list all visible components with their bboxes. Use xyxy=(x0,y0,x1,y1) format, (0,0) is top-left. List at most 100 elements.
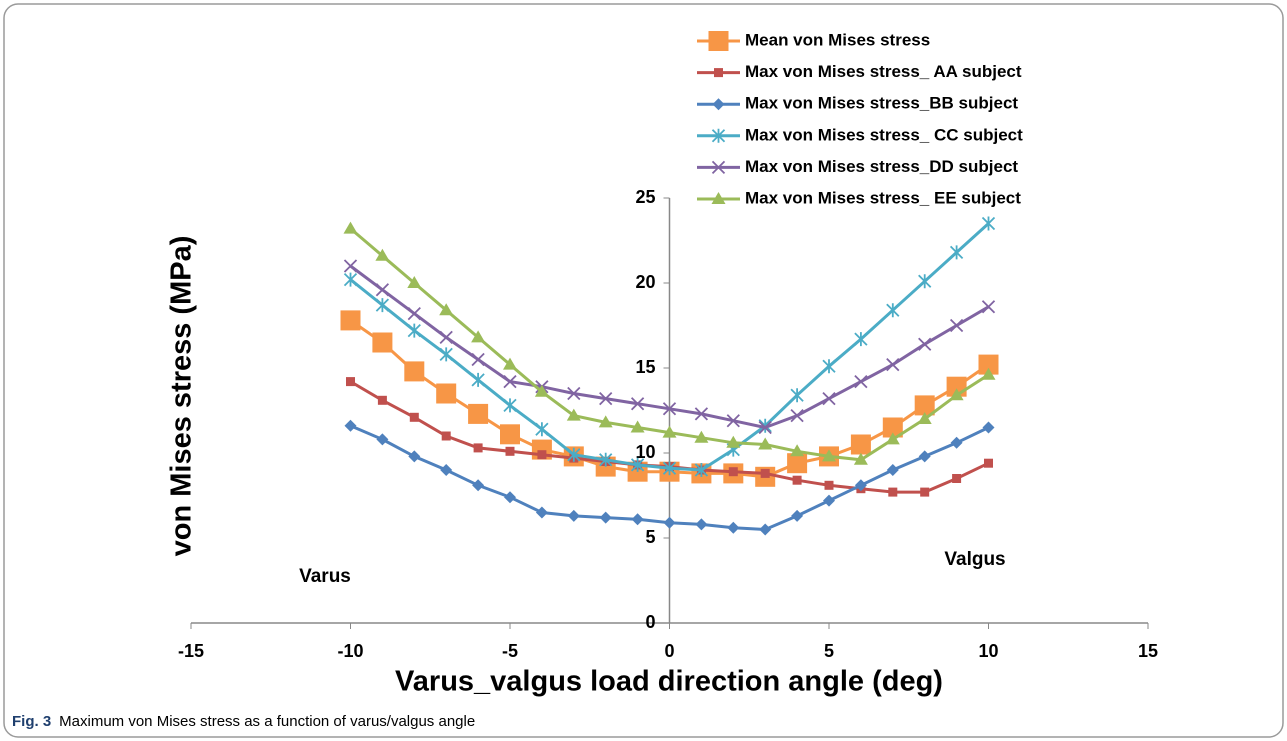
point xyxy=(343,272,358,287)
point xyxy=(920,487,930,497)
point xyxy=(409,412,419,422)
point xyxy=(473,443,483,453)
point xyxy=(949,388,964,401)
point xyxy=(888,487,898,497)
point xyxy=(440,464,453,476)
legend-marker xyxy=(711,128,726,143)
legend-label: Mean von Mises stress xyxy=(745,30,930,49)
point xyxy=(599,391,613,406)
point xyxy=(468,403,489,424)
point xyxy=(822,391,836,406)
point xyxy=(343,221,358,234)
point xyxy=(407,276,422,288)
legend-label: Max von Mises stress_ EE subject xyxy=(745,188,1021,207)
figure-border xyxy=(3,3,1284,738)
point xyxy=(792,475,802,485)
point xyxy=(376,433,389,446)
y-tick-label: 5 xyxy=(645,527,655,547)
x-tick-label: 15 xyxy=(1138,641,1158,661)
legend-marker xyxy=(714,68,723,78)
point xyxy=(503,398,517,413)
point xyxy=(694,463,709,477)
point xyxy=(534,384,549,397)
point xyxy=(854,374,868,389)
point xyxy=(982,421,995,434)
legend-label: Max von Mises stress_ AA subject xyxy=(745,62,1022,81)
y-tick-label: 15 xyxy=(635,357,655,377)
point xyxy=(663,516,676,529)
point xyxy=(758,437,773,450)
point xyxy=(758,420,772,435)
point xyxy=(375,283,390,297)
point xyxy=(695,518,708,531)
point xyxy=(372,332,393,353)
point xyxy=(662,461,677,476)
point xyxy=(472,479,485,492)
point xyxy=(630,420,645,433)
point xyxy=(630,397,645,411)
point xyxy=(918,450,931,463)
point xyxy=(853,452,868,465)
point xyxy=(726,435,741,448)
x-tick-label: 0 xyxy=(664,641,674,661)
point xyxy=(439,303,454,316)
point xyxy=(599,511,612,524)
point xyxy=(662,402,677,416)
point xyxy=(952,474,962,483)
caption: Fig. 3 Maximum von Mises stress as a func… xyxy=(12,713,475,730)
point xyxy=(918,274,932,289)
point xyxy=(439,330,453,345)
point xyxy=(886,357,900,372)
point xyxy=(759,523,772,536)
point xyxy=(981,216,996,231)
point xyxy=(886,303,900,318)
point xyxy=(631,513,644,526)
point xyxy=(408,450,421,463)
point xyxy=(984,458,993,468)
x-tick-label: -5 xyxy=(502,641,518,661)
point xyxy=(727,521,740,534)
x-tick-label: -15 xyxy=(178,641,204,661)
point xyxy=(822,449,836,462)
x-axis-title: Varus_valgus load direction angle (deg) xyxy=(395,666,943,698)
point xyxy=(598,415,613,428)
point xyxy=(407,323,421,338)
point xyxy=(535,422,549,437)
point xyxy=(436,383,457,404)
point xyxy=(823,494,835,507)
x-tick-label: -10 xyxy=(337,641,363,661)
point xyxy=(949,318,964,333)
y-tick-label: 10 xyxy=(635,442,655,462)
x-tick-label: 5 xyxy=(824,641,834,661)
point xyxy=(885,432,900,445)
point xyxy=(790,388,804,403)
legend-label: Max von Mises stress_ CC subject xyxy=(745,125,1023,144)
point xyxy=(981,367,996,380)
point xyxy=(790,408,804,423)
point xyxy=(981,300,996,314)
point xyxy=(949,245,964,260)
point xyxy=(854,332,868,347)
point xyxy=(537,450,547,460)
annotation: Varus xyxy=(299,566,351,587)
point xyxy=(505,446,515,456)
legend-marker xyxy=(711,192,726,204)
y-tick-label: 20 xyxy=(635,272,655,292)
point xyxy=(758,418,772,433)
x-tick-label: 10 xyxy=(978,641,998,661)
legend-label: Max von Mises stress_DD subject xyxy=(745,157,1018,176)
caption-text: Maximum von Mises stress as a function o… xyxy=(59,713,475,730)
point xyxy=(726,414,740,428)
point xyxy=(503,357,517,370)
legend-marker xyxy=(708,31,729,51)
y-tick-label: 0 xyxy=(645,612,655,632)
point xyxy=(471,330,486,343)
legend-marker xyxy=(711,160,726,175)
point xyxy=(824,480,834,490)
point xyxy=(500,424,520,445)
point xyxy=(567,509,580,522)
point xyxy=(407,306,421,321)
point xyxy=(343,259,358,273)
point xyxy=(918,337,932,351)
point xyxy=(471,352,485,367)
